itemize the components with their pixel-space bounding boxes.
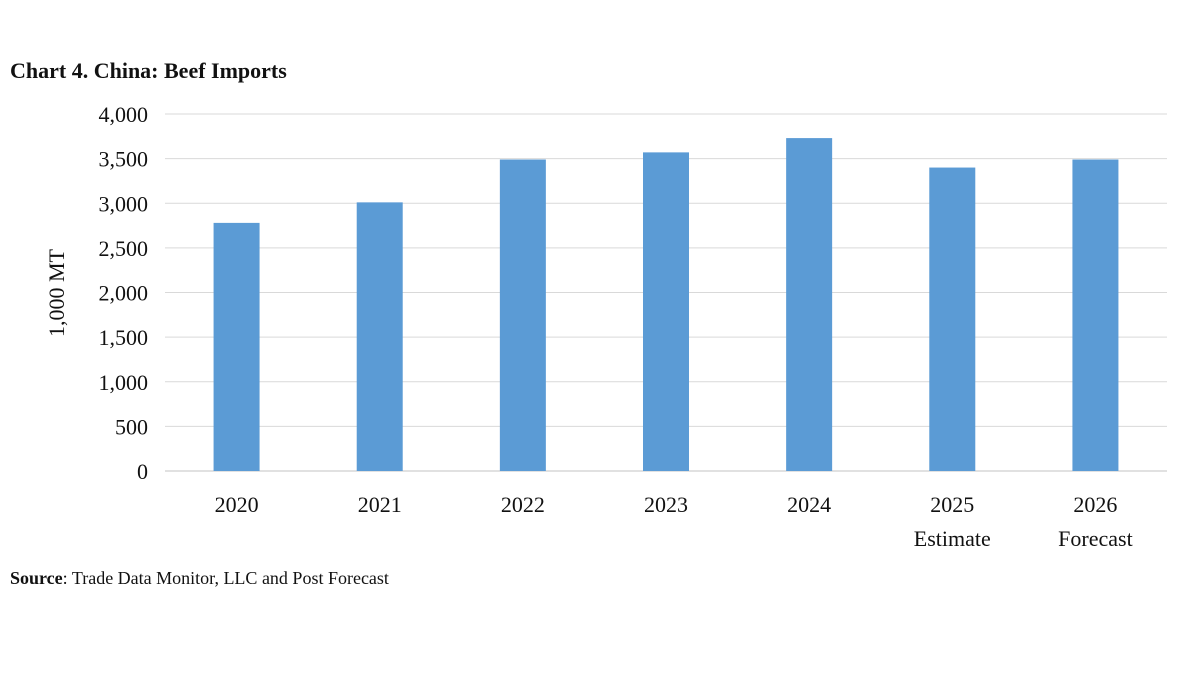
y-tick-label: 1,000: [99, 370, 149, 395]
bar: [213, 222, 260, 471]
x-tick-label: 2022: [501, 492, 545, 517]
x-axis-ticks: 2020 2021 2022 2023 2024 2025 Estimate 2026 Fore…: [215, 492, 1133, 551]
y-axis-title: 1,000 MT: [44, 248, 69, 337]
source-label: Source: [10, 568, 63, 588]
y-tick-label: 2,000: [99, 281, 149, 306]
bar: [929, 167, 976, 472]
x-tick-label: 2024: [787, 492, 831, 517]
y-axis-ticks: 0 500 1,000 1,500 2,000 2,500 3,000 3,500 4,000: [99, 102, 149, 484]
bar: [786, 138, 833, 471]
source-note: Source: Trade Data Monitor, LLC and Post…: [10, 568, 389, 589]
y-tick-label: 3,000: [99, 191, 149, 216]
bar-chart: 05001,0001,5002,0002,5003,0003,5004,000 …: [44, 102, 1167, 551]
bar: [643, 152, 689, 471]
y-tick-label: 3,500: [99, 147, 149, 172]
bar: [1072, 159, 1119, 471]
source-text: : Trade Data Monitor, LLC and Post Forec…: [62, 568, 389, 588]
y-tick-label: 500: [115, 414, 148, 439]
chart-title: Chart 4. China: Beef Imports: [10, 58, 287, 83]
y-tick-label: 1,500: [99, 325, 149, 350]
bar: [356, 202, 403, 472]
bar: [499, 159, 546, 471]
bars: [213, 138, 1119, 472]
y-tick-label: 2,500: [99, 236, 149, 261]
x-tick-label: 2021: [358, 492, 402, 517]
x-tick-label: 2023: [644, 492, 688, 517]
y-tick-label: 0: [137, 459, 148, 484]
x-tick-label: 2020: [215, 492, 259, 517]
y-tick-label: 4,000: [99, 102, 149, 127]
x-tick-label: 2025 Estimate: [914, 492, 991, 551]
x-tick-label: 2026 Forecast: [1058, 492, 1133, 551]
